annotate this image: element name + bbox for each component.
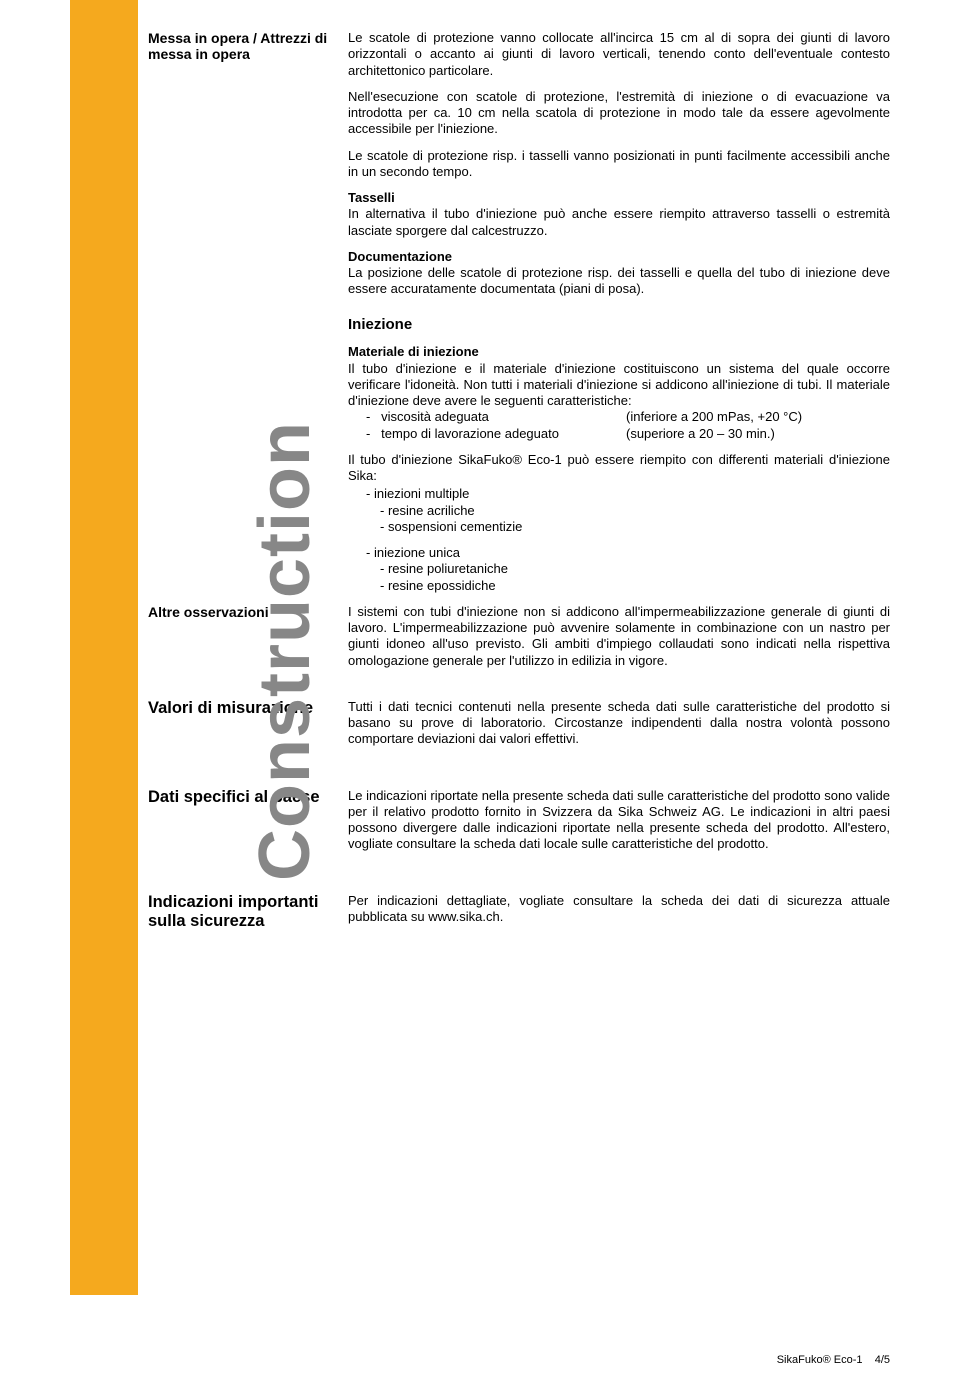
paragraph: Tutti i dati tecnici contenuti nella pre… <box>348 699 890 748</box>
char-value: (superiore a 20 – 30 min.) <box>626 426 775 442</box>
paragraph: Tasselli In alternativa il tubo d'iniezi… <box>348 190 890 239</box>
list-item: resine acriliche <box>380 503 890 519</box>
section-sicurezza: Indicazioni importanti sulla sicurezza P… <box>148 893 890 936</box>
paragraph: Documentazione La posizione delle scatol… <box>348 249 890 298</box>
section-body: Tutti i dati tecnici contenuti nella pre… <box>348 699 890 758</box>
list-iniezioni-sub: resine poliuretaniche resine epossidiche <box>348 561 890 594</box>
text: Il tubo d'iniezione e il materiale d'ini… <box>348 361 890 409</box>
list-item: iniezioni multiple <box>366 486 890 502</box>
list-item: iniezione unica <box>366 545 890 561</box>
sidebar-vertical-label: Construction <box>244 421 326 881</box>
footer-product: SikaFuko® Eco-1 <box>777 1354 863 1366</box>
section-body: Le indicazioni riportate nella presente … <box>348 788 890 863</box>
sidebar-gold-bar <box>70 0 138 1295</box>
char-value: (inferiore a 200 mPas, +20 °C) <box>626 409 802 425</box>
footer: SikaFuko® Eco-1 4/5 <box>777 1354 890 1366</box>
heading-iniezione: Iniezione <box>348 316 890 335</box>
section-body: Le scatole di protezione vanno collocate… <box>348 30 890 594</box>
subheading-documentazione: Documentazione <box>348 249 452 264</box>
subheading-materiale: Materiale di iniezione <box>348 344 479 359</box>
section-label: Indicazioni importanti sulla sicurezza <box>148 893 348 936</box>
subheading-tasselli: Tasselli <box>348 190 395 205</box>
list-item: resine epossidiche <box>380 578 890 594</box>
paragraph: I sistemi con tubi d'iniezione non si ad… <box>348 604 890 669</box>
text: In alternativa il tubo d'iniezione può a… <box>348 206 890 237</box>
paragraph: Per indicazioni dettagliate, vogliate co… <box>348 893 890 926</box>
paragraph: Le scatole di protezione risp. i tassell… <box>348 148 890 181</box>
list-iniezioni: iniezione unica <box>348 545 890 561</box>
list-iniezioni-sub: resine acriliche sospensioni cementizie <box>348 503 890 536</box>
list-iniezioni: iniezioni multiple <box>348 486 890 502</box>
paragraph: Materiale di iniezione Il tubo d'iniezio… <box>348 344 890 442</box>
section-body: Per indicazioni dettagliate, vogliate co… <box>348 893 890 936</box>
text: La posizione delle scatole di protezione… <box>348 265 890 296</box>
paragraph: Nell'esecuzione con scatole di protezion… <box>348 89 890 138</box>
footer-page: 4/5 <box>875 1354 890 1366</box>
paragraph: Il tubo d'iniezione SikaFuko® Eco-1 può … <box>348 452 890 485</box>
paragraph: Le scatole di protezione vanno collocate… <box>348 30 890 79</box>
char-label: viscosità adeguata <box>381 409 489 424</box>
list-item: resine poliuretaniche <box>380 561 890 577</box>
paragraph: Le indicazioni riportate nella presente … <box>348 788 890 853</box>
section-body: I sistemi con tubi d'iniezione non si ad… <box>348 604 890 679</box>
list-item: sospensioni cementizie <box>380 519 890 535</box>
char-label: tempo di lavorazione adeguato <box>381 426 559 441</box>
